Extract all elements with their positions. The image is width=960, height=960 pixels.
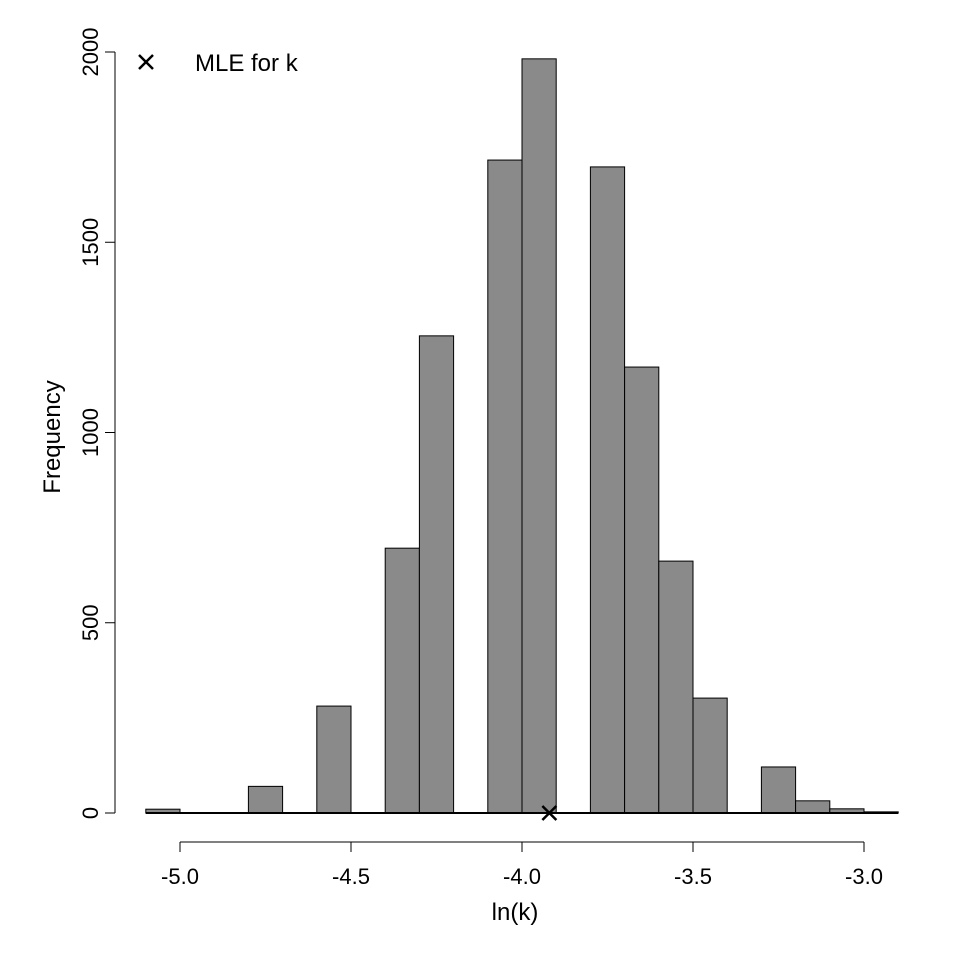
histogram-bar bbox=[418, 335, 455, 814]
legend-entry: MLE for k bbox=[195, 50, 299, 77]
y-tick-label: 1000 bbox=[78, 408, 103, 457]
histogram-bar bbox=[521, 58, 557, 814]
histogram-bar bbox=[795, 800, 831, 814]
y-tick-label: 1500 bbox=[78, 218, 103, 267]
bars bbox=[145, 58, 899, 814]
y-tick-label: 0 bbox=[78, 807, 103, 819]
x-tick-label: -5.0 bbox=[161, 864, 199, 889]
x-axis-label: ln(k) bbox=[492, 899, 539, 926]
mle-marker bbox=[541, 805, 558, 821]
histogram-bar bbox=[247, 785, 284, 814]
histogram-bar bbox=[658, 560, 694, 814]
y-tick-label: 2000 bbox=[78, 28, 103, 77]
histogram-bar bbox=[760, 766, 797, 814]
y-axis: 0 500 1000 1500 2000 bbox=[78, 28, 116, 819]
x-tick-label: -4.0 bbox=[503, 864, 541, 889]
histogram-bar bbox=[384, 547, 420, 814]
histogram-bar bbox=[624, 366, 660, 814]
y-tick-label: 500 bbox=[78, 604, 103, 641]
x-tick-label: -4.5 bbox=[332, 864, 370, 889]
histogram-bar bbox=[487, 159, 523, 814]
x-tick-label: -3.5 bbox=[674, 864, 712, 889]
legend-x-marker-icon bbox=[138, 54, 154, 70]
legend: MLE for k bbox=[138, 50, 299, 77]
mle-x-icon bbox=[541, 805, 558, 821]
y-axis-label: Frequency bbox=[39, 380, 66, 493]
histogram-bar bbox=[692, 697, 728, 814]
histogram-bar bbox=[316, 705, 352, 814]
x-axis: -5.0 -4.5 -4.0 -3.5 -3.0 bbox=[161, 841, 883, 889]
histogram-bar bbox=[589, 166, 626, 814]
x-tick-label: -3.0 bbox=[845, 864, 883, 889]
